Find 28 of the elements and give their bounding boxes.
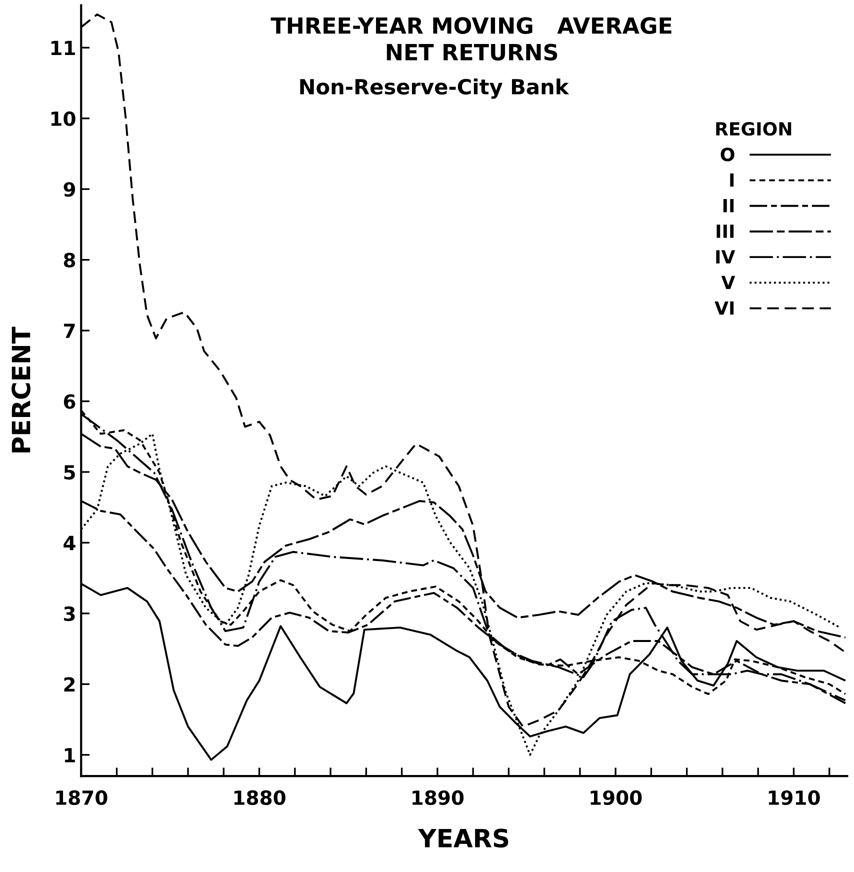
legend-label: I — [730, 173, 734, 187]
legend-label: VI — [714, 301, 734, 315]
x-tick-label: 1910 — [768, 790, 820, 806]
y-tick-label: 2 — [64, 677, 75, 692]
legend-label: IV — [716, 250, 736, 264]
x-tick-label: 1890 — [412, 790, 464, 806]
legend-label: II — [723, 199, 734, 212]
y-tick-label: 4 — [64, 536, 76, 550]
y-tick-label: 6 — [64, 394, 76, 409]
legend-title: REGION — [716, 122, 792, 136]
y-tick-label: 5 — [64, 465, 75, 480]
y-tick-label: 3 — [64, 606, 75, 622]
y-tick-label: 9 — [64, 182, 76, 197]
y-axis-title: PERCENT — [12, 326, 30, 452]
y-tick-label: 11 — [51, 40, 75, 56]
y-tick-label: 10 — [51, 111, 76, 126]
x-tick-label: 1870 — [56, 790, 108, 806]
y-tick-label: 7 — [64, 324, 75, 338]
x-tick-label: 1880 — [234, 790, 286, 806]
x-tick-label: 1900 — [590, 790, 642, 806]
text: Non-Reserve-City Bank — [300, 78, 570, 99]
text: THREE-YEAR MOVING AVERAGE NET RETURNS — [270, 17, 672, 61]
y-tick-label: 8 — [64, 252, 76, 268]
legend-label: III — [716, 224, 734, 238]
legend-label: V — [721, 276, 736, 290]
y-tick-label: 1 — [64, 748, 75, 762]
x-axis-title: YEARS — [418, 828, 508, 848]
legend-label: O — [720, 148, 734, 162]
